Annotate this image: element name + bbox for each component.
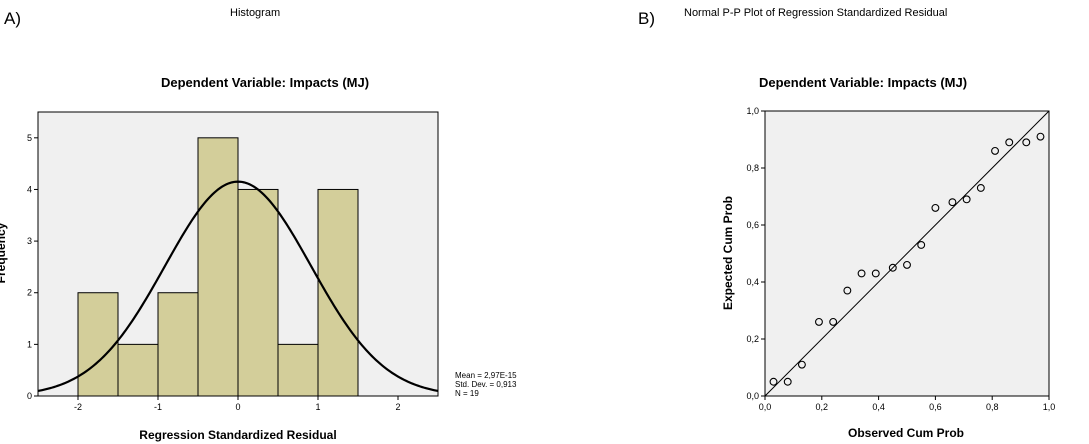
- pp-point: [797, 360, 806, 369]
- pp-y-tick-label: 0,2: [746, 334, 759, 344]
- pp-point: [976, 184, 985, 192]
- pp-x-tick-label: 0,8: [986, 402, 999, 412]
- reference-line: [764, 110, 1050, 397]
- histogram-x-tick-label: -2: [74, 402, 82, 412]
- pp-point: [871, 269, 880, 278]
- pp-x-tick-label: 0,6: [929, 402, 942, 412]
- pp-x-tick-label: 0,4: [872, 402, 885, 412]
- histogram-bar: [77, 292, 119, 397]
- pp-point: [829, 317, 838, 326]
- histogram-title: Histogram: [230, 7, 281, 19]
- histogram-x-tick-label: 2: [395, 402, 400, 412]
- pp-plot-points: [769, 132, 1045, 386]
- histogram-bar: [237, 188, 279, 397]
- histogram-y-tick-label: 1: [27, 339, 32, 349]
- pp-y-tick-label: 0,4: [746, 277, 759, 287]
- histogram-bar: [157, 292, 199, 397]
- histogram-x-tick-label: 0: [235, 402, 240, 412]
- histogram-y-tick-label: 4: [27, 184, 32, 194]
- pp-y-tick-label: 0,6: [746, 220, 759, 230]
- pp-point: [888, 263, 897, 272]
- histogram-bar: [277, 343, 319, 397]
- pp-point: [843, 286, 852, 295]
- histogram-axes: 0 1 2 3 4 5 -2 -1 0 1 2: [27, 133, 401, 412]
- pp-point: [991, 146, 999, 155]
- histogram-y-tick-label: 3: [27, 236, 32, 246]
- pp-plot-y-axis-label: Expected Cum Prob: [721, 196, 735, 310]
- pp-point: [948, 198, 957, 207]
- pp-x-tick-label: 0,2: [816, 402, 829, 412]
- normal-curve: [37, 180, 439, 393]
- pp-x-tick-label: 0,0: [759, 402, 772, 412]
- pp-y-tick-label: 1,0: [746, 106, 759, 116]
- histogram-bar: [317, 188, 359, 397]
- histogram-x-tick-label: -1: [154, 402, 162, 412]
- pp-point: [783, 377, 792, 386]
- pp-plot-title: Normal P-P Plot of Regression Standardiz…: [684, 7, 948, 19]
- pp-point: [815, 317, 823, 326]
- pp-point: [769, 377, 778, 386]
- pp-point: [1005, 138, 1014, 147]
- histogram-y-tick-label: 0: [27, 391, 32, 401]
- pp-point: [1036, 132, 1045, 141]
- histogram-bar: [117, 343, 159, 397]
- pp-x-tick-label: 1,0: [1043, 402, 1056, 412]
- histogram-y-tick-label: 2: [27, 288, 32, 298]
- histogram-x-axis-label: Regression Standardized Residual: [139, 428, 336, 442]
- histogram-bar: [197, 137, 239, 397]
- pp-point: [931, 203, 940, 212]
- panel-b-label: B): [638, 9, 655, 28]
- panel-a-label: A): [4, 9, 21, 28]
- pp-plot-chart: 0,00,0 0,2 0,2 0,4 0,4 0,6 0,6 0,8 0,8 1,0 1,0 Obs…: [721, 106, 1055, 440]
- pp-y-tick-label: 0,8: [746, 163, 759, 173]
- histogram-stat-mean: Mean = 2,97E-15: [455, 371, 517, 380]
- histogram-stat-sd: Std. Dev. = 0,913: [455, 380, 517, 389]
- histogram-stat-n: N = 19: [455, 389, 479, 398]
- pp-plot-subtitle: Dependent Variable: Impacts (MJ): [759, 75, 968, 90]
- pp-point: [917, 241, 926, 249]
- pp-point: [1022, 138, 1031, 147]
- pp-y-tick-label: 0,0: [746, 391, 759, 401]
- histogram-y-axis-label: Frequency: [0, 222, 8, 283]
- pp-plot-x-axis-label: Observed Cum Prob: [848, 426, 964, 440]
- pp-plot-axes: 0,00,0 0,2 0,2 0,4 0,4 0,6 0,6 0,8 0,8 1,0 1,0: [746, 106, 1055, 412]
- histogram-x-tick-label: 1: [315, 402, 320, 412]
- histogram-chart: 0 1 2 3 4 5 -2 -1 0 1 2 Regression Standardized Re…: [0, 111, 439, 442]
- pp-point: [857, 269, 866, 278]
- histogram-subtitle: Dependent Variable: Impacts (MJ): [161, 75, 370, 90]
- histogram-bars: [77, 137, 359, 397]
- pp-point: [962, 195, 971, 204]
- pp-point: [903, 260, 911, 269]
- histogram-y-tick-label: 5: [27, 133, 32, 143]
